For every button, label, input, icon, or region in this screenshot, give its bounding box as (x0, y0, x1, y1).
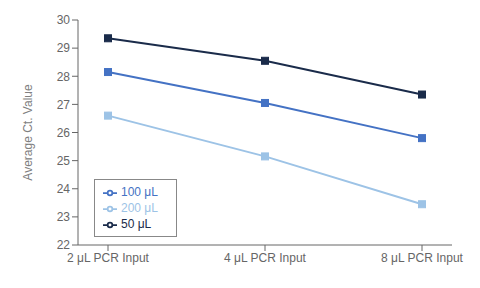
svg-text:2 μL PCR Input: 2 μL PCR Input (67, 251, 150, 265)
html-text:200 μL: 200 μL (121, 201, 158, 215)
svg-text:4 μL PCR Input: 4 μL PCR Input (224, 251, 307, 265)
svg-text:24: 24 (57, 182, 71, 196)
svg-text:8 μL PCR Input: 8 μL PCR Input (381, 251, 464, 265)
svg-text:30: 30 (57, 13, 71, 27)
svg-text:Average Ct. Value: Average Ct. Value (21, 84, 35, 181)
svg-text:27: 27 (57, 98, 71, 112)
svg-text:22: 22 (57, 238, 71, 252)
svg-text:23: 23 (57, 210, 71, 224)
svg-text:26: 26 (57, 126, 71, 140)
svg-text:29: 29 (57, 41, 71, 55)
html-text:100 μL: 100 μL (121, 185, 158, 199)
html-text:50 μL: 50 μL (121, 217, 152, 231)
svg-text:25: 25 (57, 154, 71, 168)
svg-text:28: 28 (57, 70, 71, 84)
